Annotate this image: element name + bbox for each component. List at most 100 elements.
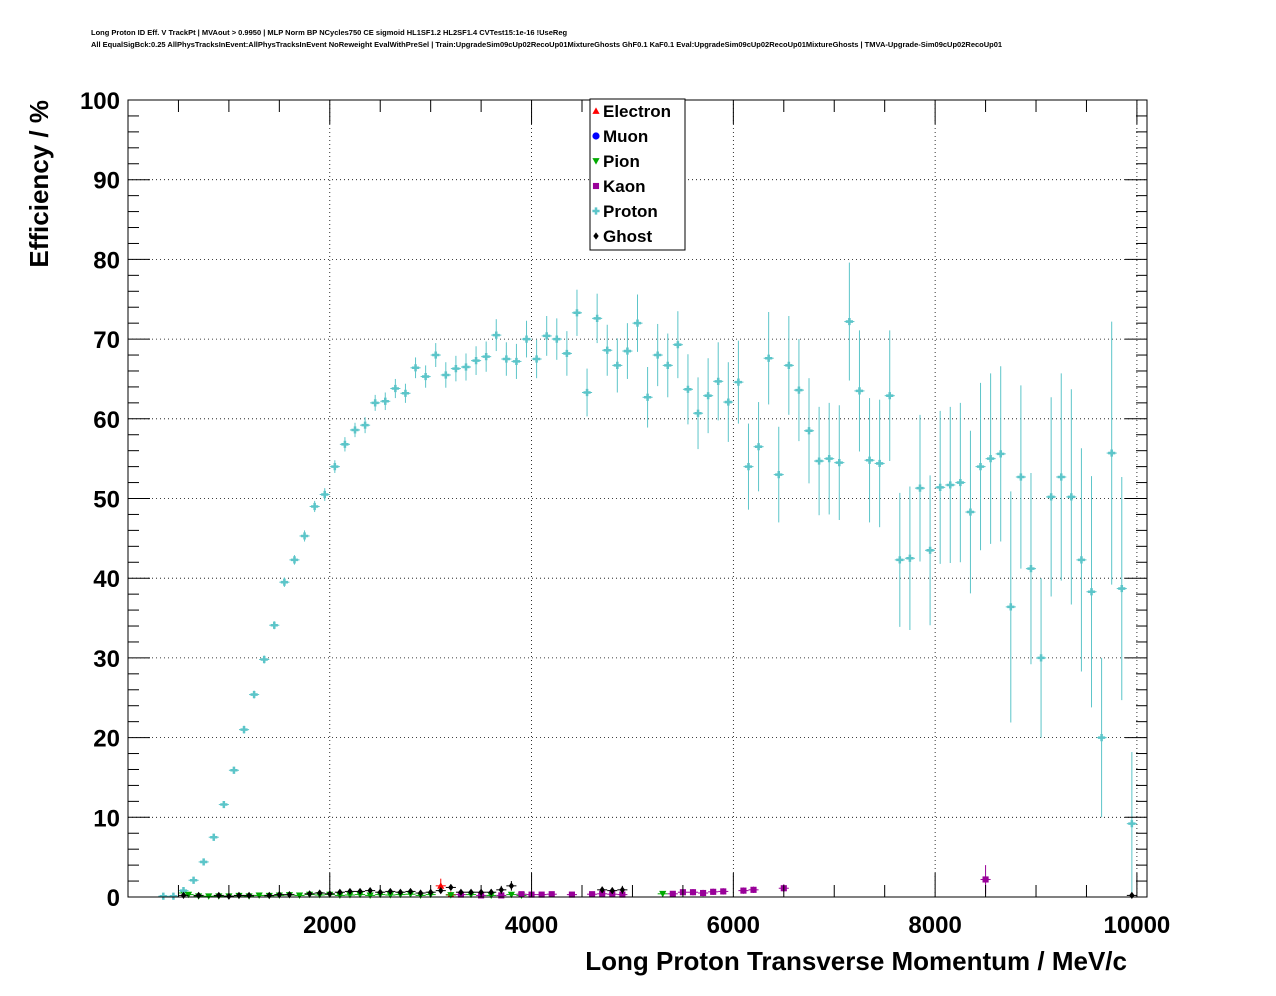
data-point-proton [462, 363, 470, 371]
data-point-kaon [498, 892, 505, 899]
legend-marker-kaon [592, 182, 600, 190]
data-point-kaon [750, 886, 757, 893]
data-point-proton [724, 398, 732, 406]
legend-label-electron: Electron [603, 102, 671, 121]
data-point-proton [815, 457, 823, 465]
data-point-kaon [720, 888, 727, 895]
data-point-ghost [458, 888, 464, 896]
data-point-ghost [266, 891, 272, 900]
data-point-ghost [468, 888, 474, 896]
data-point-proton [896, 556, 904, 564]
data-point-pion [295, 892, 304, 900]
data-point-proton [220, 800, 228, 809]
data-point-proton [1077, 556, 1086, 564]
data-point-ghost [407, 887, 414, 896]
data-point-proton [502, 355, 510, 363]
data-point-kaon [548, 891, 555, 898]
data-point-proton [593, 314, 601, 322]
data-point-proton [714, 377, 722, 385]
data-point-kaon [619, 891, 626, 898]
data-point-proton [472, 357, 480, 365]
data-point-proton [754, 443, 763, 451]
data-point-proton [300, 532, 309, 540]
data-point-proton [926, 546, 934, 554]
data-point-proton [341, 440, 349, 448]
legend-marker-pion [592, 158, 600, 165]
data-point-proton [391, 384, 399, 393]
data-point-proton [361, 421, 369, 429]
y-tick-label-1: 10 [93, 805, 120, 832]
data-point-proton [1097, 734, 1106, 742]
data-point-proton [886, 392, 894, 400]
data-point-proton [1047, 493, 1055, 501]
data-point-proton [1067, 493, 1075, 501]
data-point-proton [845, 317, 853, 326]
data-point-ghost [195, 891, 202, 900]
data-point-proton [603, 346, 611, 354]
data-point-ghost [508, 882, 515, 890]
data-point-ghost [306, 890, 313, 898]
data-point-ghost [316, 889, 323, 897]
data-point-proton [1037, 654, 1045, 662]
data-point-kaon [568, 891, 575, 898]
data-point-proton [805, 427, 813, 435]
y-tick-label-3: 30 [93, 646, 120, 673]
data-point-proton [997, 450, 1005, 458]
data-point-pion [507, 891, 515, 899]
legend-label-muon: Muon [603, 127, 648, 146]
data-point-ghost [397, 888, 404, 896]
legend-label-proton: Proton [603, 202, 658, 221]
data-point-ghost [599, 886, 605, 894]
data-point-proton [1057, 473, 1065, 481]
data-point-ghost [1129, 891, 1135, 900]
data-point-kaon [599, 890, 606, 897]
data-point-proton [331, 463, 339, 471]
data-point-proton [260, 655, 268, 664]
data-point-proton [452, 364, 460, 373]
data-point-kaon [669, 890, 676, 897]
data-point-proton [684, 385, 692, 393]
data-point-proton [1128, 820, 1136, 828]
legend-marker-ghost [593, 232, 599, 240]
legend: Electron Muon Pion Kaon Proton Ghost [589, 98, 686, 251]
data-point-proton [633, 319, 642, 327]
data-point-proton [169, 892, 178, 900]
data-point-ghost [216, 891, 222, 900]
data-point-proton [1108, 449, 1116, 457]
data-point-proton [401, 389, 410, 397]
data-point-proton [411, 364, 420, 372]
series-kaon [455, 865, 991, 899]
data-point-proton [371, 399, 379, 407]
data-point-pion [386, 892, 394, 899]
data-point-kaon [589, 891, 596, 898]
data-point-ghost [448, 883, 454, 892]
data-point-kaon [740, 887, 747, 894]
data-point-pion [659, 890, 667, 898]
data-point-ghost [347, 887, 353, 896]
y-tick-label-9: 90 [93, 168, 120, 195]
data-point-proton [775, 470, 783, 479]
y-tick-label-4: 40 [93, 566, 120, 593]
data-point-proton [966, 508, 975, 516]
data-point-ghost [246, 891, 252, 900]
data-point-proton [785, 361, 793, 370]
data-point-proton [563, 349, 571, 358]
data-point-proton [432, 351, 440, 359]
data-point-ghost [438, 887, 444, 895]
data-point-proton [946, 481, 954, 489]
data-point-proton [987, 455, 995, 463]
data-point-proton [189, 876, 198, 884]
chart-header-line-1: Long Proton ID Eff. V TrackPt | MVAout >… [91, 28, 568, 37]
data-point-ghost [417, 889, 424, 897]
data-point-proton [623, 347, 632, 355]
data-point-proton [482, 353, 490, 361]
data-point-proton [613, 361, 621, 370]
data-point-ghost [367, 887, 373, 895]
y-tick-label-0: 0 [107, 885, 120, 912]
y-tick-label-5: 50 [93, 487, 120, 514]
y-tick-label-8: 80 [93, 247, 120, 274]
data-point-proton [664, 361, 672, 370]
data-point-ghost [498, 886, 504, 894]
data-point-proton [936, 483, 944, 491]
data-point-proton [543, 332, 551, 340]
